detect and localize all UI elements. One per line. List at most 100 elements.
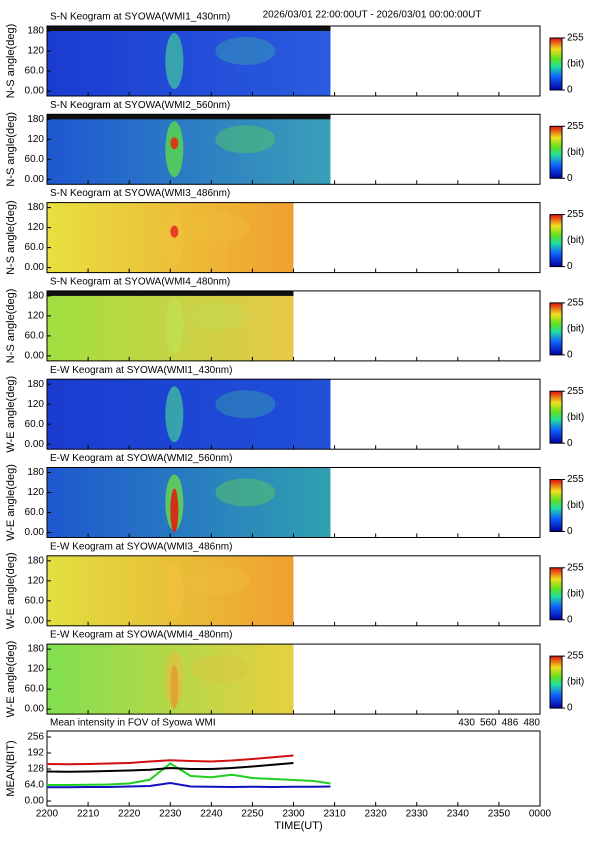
- y-tick-label: 120: [27, 46, 44, 57]
- y-tick-label: 60.0: [25, 595, 45, 606]
- legend-entry: 486: [502, 718, 519, 729]
- aurora-streak: [189, 301, 250, 330]
- legend-entry: 430: [458, 718, 475, 729]
- y-tick-label: 120: [27, 311, 44, 322]
- y-tick-label: 180: [27, 379, 44, 390]
- series-line: [47, 762, 331, 786]
- y-tick-label: 0.00: [25, 615, 45, 626]
- y-axis-label: MEAN(BIT): [5, 740, 17, 796]
- y-tick-label: 120: [27, 134, 44, 145]
- colorbar-tick-label: 0: [567, 438, 573, 449]
- aurora-peak: [170, 665, 179, 710]
- x-tick-label: 2210: [77, 809, 100, 820]
- colorbar-tick-label: 0: [567, 526, 573, 537]
- x-tick-label: 2310: [323, 809, 346, 820]
- series-line: [46, 754, 294, 766]
- colorbar-tick-label: 255: [567, 386, 584, 397]
- y-tick-label: 0.00: [25, 174, 45, 185]
- y-tick-label: 120: [27, 487, 44, 498]
- plot-frame: [46, 730, 541, 807]
- y-tick-label: 180: [27, 114, 44, 125]
- aurora-streak: [215, 478, 276, 507]
- panel-title: S-N Keogram at SYOWA(WMI1_430nm): [50, 12, 230, 23]
- y-axis-label: W-E angle(deg): [5, 552, 17, 629]
- y-tick-label: 180: [27, 202, 44, 213]
- x-tick-label: 2230: [159, 809, 182, 820]
- colorbar-label: (bit): [567, 500, 584, 511]
- y-tick-label: 120: [27, 399, 44, 410]
- legend-entry: 480: [523, 718, 540, 729]
- keogram-image: [47, 114, 331, 185]
- panel-title: E-W Keogram at SYOWA(WMI4_480nm): [50, 630, 232, 641]
- y-tick-label: 120: [27, 222, 44, 233]
- panel-title: Mean intensity in FOV of Syowa WMI: [50, 718, 216, 729]
- x-tick-label: 2300: [282, 809, 305, 820]
- colorbar-label: (bit): [567, 412, 584, 423]
- aurora-streak: [215, 390, 276, 419]
- y-tick-label: 120: [27, 575, 44, 586]
- y-axis-label: W-E angle(deg): [5, 641, 17, 718]
- colorbar-tick-label: 255: [567, 651, 584, 662]
- colorbar: [549, 214, 563, 268]
- x-tick-label: 2350: [488, 809, 511, 820]
- keogram-image: [47, 379, 331, 450]
- y-tick-label: 0.00: [25, 262, 45, 273]
- panel-title: S-N Keogram at SYOWA(WMI3_486nm): [50, 188, 230, 199]
- y-tick-label: 60.0: [25, 684, 45, 695]
- aurora-peak: [170, 137, 179, 150]
- top-band: [47, 290, 294, 296]
- y-axis-label: N-S angle(deg): [5, 289, 17, 364]
- x-tick-label: 2250: [241, 809, 264, 820]
- y-axis-label: N-S angle(deg): [5, 200, 17, 275]
- y-tick-label: 64.0: [25, 780, 45, 791]
- y-tick-label: 60.0: [25, 331, 45, 342]
- header: 2026/03/01 22:00:00UT - 2026/03/01 00:00…: [263, 10, 482, 21]
- colorbar-label: (bit): [567, 588, 584, 599]
- colorbar-label: (bit): [567, 147, 584, 158]
- y-tick-label: 60.0: [25, 507, 45, 518]
- colorbar-tick-label: 0: [567, 703, 573, 714]
- colorbar-tick-label: 0: [567, 614, 573, 625]
- y-axis-label: W-E angle(deg): [5, 376, 17, 453]
- y-tick-label: 192: [27, 748, 44, 759]
- y-tick-label: 180: [27, 644, 44, 655]
- y-axis-label: N-S angle(deg): [5, 24, 17, 99]
- panel-title: E-W Keogram at SYOWA(WMI2_560nm): [50, 453, 232, 464]
- y-tick-label: 128: [27, 764, 44, 775]
- colorbar-tick-label: 0: [567, 350, 573, 361]
- panel-title: S-N Keogram at SYOWA(WMI2_560nm): [50, 100, 230, 111]
- colorbar-label: (bit): [567, 677, 584, 688]
- x-tick-label: 2240: [200, 809, 223, 820]
- x-tick-label: 2200: [36, 809, 59, 820]
- x-tick-label: 2220: [118, 809, 141, 820]
- aurora-streak: [165, 33, 184, 89]
- colorbar-tick-label: 0: [567, 173, 573, 184]
- x-tick-label: 2320: [365, 809, 388, 820]
- aurora-peak: [170, 488, 179, 533]
- y-axis-label: W-E angle(deg): [5, 464, 17, 541]
- colorbar: [549, 479, 563, 532]
- aurora-streak: [165, 562, 184, 619]
- aurora-streak: [165, 386, 184, 443]
- top-band: [47, 26, 331, 31]
- colorbar: [549, 390, 563, 444]
- x-axis-label: TIME(UT): [274, 820, 322, 832]
- top-band: [47, 114, 331, 120]
- colorbar-tick-label: 0: [567, 261, 573, 272]
- y-tick-label: 0.00: [25, 86, 45, 97]
- x-tick-label: 0000: [529, 809, 552, 820]
- colorbar-label: (bit): [567, 59, 584, 70]
- y-tick-label: 0.00: [25, 439, 45, 450]
- colorbar-tick-label: 255: [567, 209, 584, 220]
- x-tick-label: 2340: [447, 809, 470, 820]
- x-tick-label: 2330: [406, 809, 429, 820]
- aurora-streak: [189, 655, 250, 684]
- aurora-streak: [215, 37, 276, 65]
- keogram-image: [47, 26, 331, 96]
- colorbar-tick-label: 255: [567, 474, 584, 485]
- colorbar-label: (bit): [567, 235, 584, 246]
- series-line: [47, 781, 331, 789]
- series-line: [46, 762, 294, 773]
- panel-title: E-W Keogram at SYOWA(WMI1_430nm): [50, 365, 232, 376]
